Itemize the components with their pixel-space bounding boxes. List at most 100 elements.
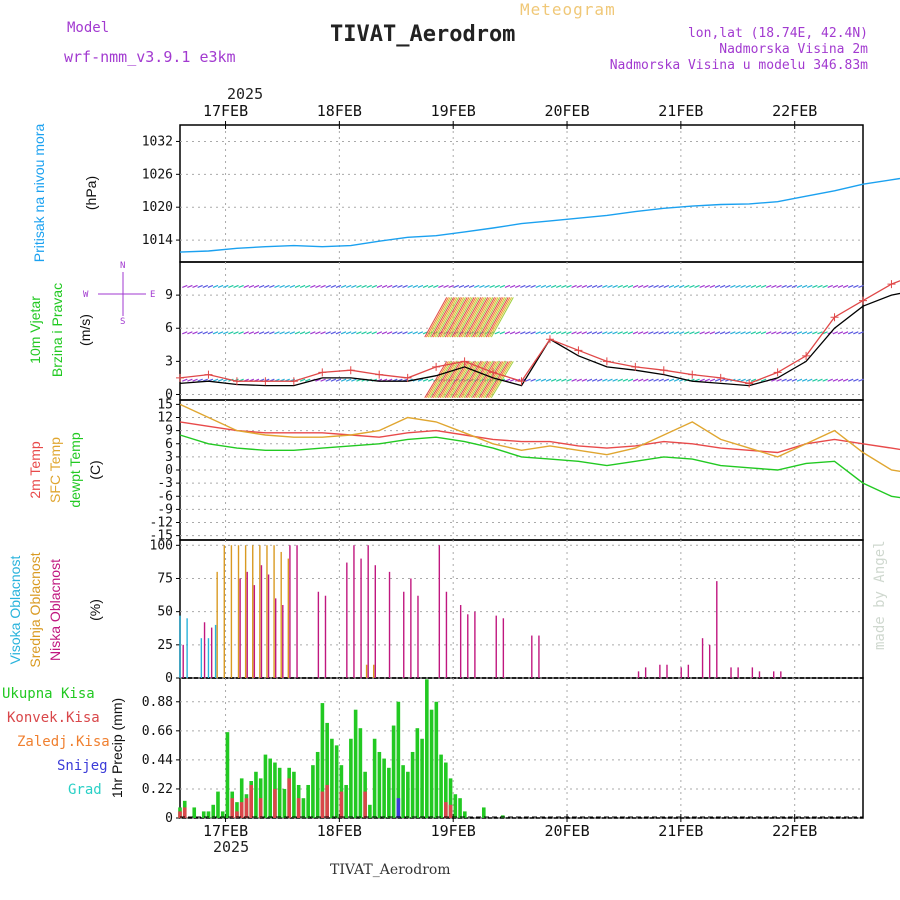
wind-barb: [386, 331, 393, 335]
wind-barb: [596, 331, 603, 335]
wind-gust-marker: [204, 370, 213, 379]
y-tick-label: 75: [157, 571, 173, 586]
wind-gust-marker: [574, 346, 583, 355]
wind-barb: [397, 331, 403, 335]
wind-barb: [648, 284, 654, 288]
wind-barb: [637, 331, 644, 335]
wind-barb: [714, 378, 721, 382]
wind-barb: [456, 297, 480, 338]
wind-barb: [714, 331, 721, 335]
x-tick-label-top: 22FEB: [772, 102, 817, 120]
wind-barb: [376, 284, 383, 288]
wind-barb: [689, 284, 695, 288]
wind-barb: [499, 284, 506, 288]
wind-barb: [730, 284, 736, 288]
wind-barb: [361, 284, 367, 288]
wind-barb: [345, 284, 352, 288]
wind-title-line2: Brzina i Pravac: [49, 283, 65, 377]
wind-barb: [745, 378, 751, 382]
wind-barb: [535, 284, 541, 288]
precip-bar-conv: [182, 807, 187, 818]
wind-barb: [325, 284, 331, 288]
wind-barb: [439, 297, 463, 338]
wind-barb: [658, 284, 664, 288]
y-tick-label: 1020: [142, 200, 173, 215]
wind-barb: [709, 331, 716, 335]
wind-barb: [470, 361, 494, 399]
wind-barb: [499, 331, 506, 335]
precip-bar-total: [444, 762, 448, 818]
wind-barb: [397, 284, 403, 288]
wind-barb: [817, 284, 823, 288]
precip-bar-total: [306, 784, 310, 818]
page-title: TIVAT_Aerodrom: [330, 22, 516, 47]
wind-barb: [470, 297, 494, 338]
wind-barb: [466, 297, 490, 338]
wind-barb: [320, 378, 326, 382]
wind-barb: [653, 331, 659, 335]
wind-barb: [847, 378, 854, 382]
wind-barb: [386, 284, 393, 288]
wind-barb: [475, 361, 499, 399]
wind-barb: [197, 331, 203, 335]
precip-bar-conv: [296, 798, 301, 818]
wind-barb: [422, 378, 429, 382]
wind-barb: [426, 297, 449, 338]
x-tick-label-top: 18FEB: [317, 102, 362, 120]
wind-barb: [540, 331, 547, 335]
pressure-unit: (hPa): [83, 176, 99, 210]
wind-barb: [371, 331, 378, 335]
wind-barb: [424, 361, 448, 399]
wind-barb: [612, 284, 618, 288]
wind-barb: [449, 361, 473, 399]
wind-barb: [832, 284, 839, 288]
wind-barb: [444, 297, 468, 338]
y-tick-label: 0: [165, 463, 173, 478]
y-tick-label: 0: [165, 811, 173, 826]
wind-barb: [451, 297, 475, 338]
wind-barb: [735, 331, 741, 335]
wind-gust-marker: [318, 368, 327, 377]
y-tick-label: 0: [165, 387, 173, 402]
precip-bar-total: [206, 811, 211, 818]
y-tick-label: -15: [150, 529, 173, 544]
precip-bar-conv: [448, 804, 453, 818]
wind-barb: [480, 361, 504, 399]
wind-barb: [653, 378, 659, 382]
wind-barb: [320, 284, 326, 288]
wind-barb: [653, 284, 659, 288]
wind-gust-marker: [602, 357, 611, 366]
dir-legend-s: S: [120, 317, 125, 327]
wind-barb: [455, 297, 478, 338]
precip-bar-total: [263, 754, 268, 818]
wind-barb: [422, 284, 429, 288]
wind-barb: [264, 331, 270, 335]
wind-gust-marker: [460, 357, 469, 366]
wind-barb: [812, 378, 818, 382]
wind-barb: [617, 331, 623, 335]
wind-barb: [602, 331, 608, 335]
wind-barb: [212, 331, 219, 335]
wind-gust-marker: [716, 373, 725, 382]
wind-barb: [432, 297, 456, 338]
wind-barb: [812, 331, 818, 335]
wind-barb: [243, 331, 249, 335]
y-tick-label: -9: [157, 502, 173, 517]
wind-barb: [602, 378, 608, 382]
precip-legend-item: Zaledj.Kisa: [17, 734, 110, 750]
wind-barb: [586, 331, 593, 335]
wind-barb: [725, 331, 731, 335]
wind-barb: [458, 297, 482, 338]
wind-barb: [330, 378, 337, 382]
wind-barb: [648, 378, 654, 382]
wind-barb: [448, 297, 472, 338]
wind-barb: [673, 284, 680, 288]
precip-bar-total: [201, 811, 206, 818]
wind-barb: [207, 284, 214, 288]
precip-bar-total: [425, 679, 429, 818]
precip-legend-item: Snijeg: [57, 758, 108, 774]
temp-dewpt-label: dewpt Temp: [67, 432, 83, 507]
precip-bar-total: [216, 791, 220, 818]
wind-barb: [315, 284, 321, 288]
wind-barb: [340, 331, 347, 335]
